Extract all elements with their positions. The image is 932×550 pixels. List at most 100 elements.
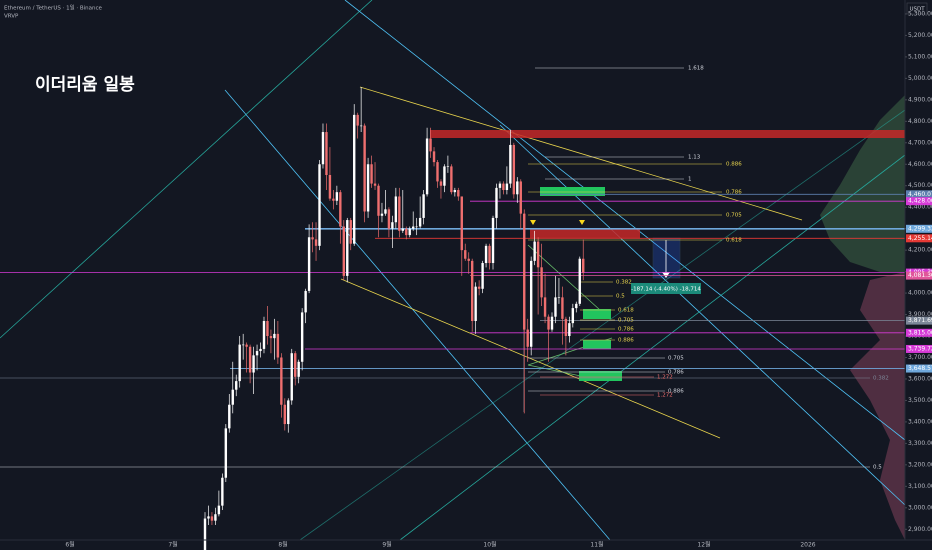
candle-body <box>453 190 457 193</box>
candle-body <box>266 320 269 337</box>
candle-body <box>224 428 228 478</box>
candle-body <box>519 181 522 214</box>
fib-label: 0.786 <box>618 327 634 333</box>
marker <box>530 220 536 225</box>
candle-body <box>283 404 287 425</box>
candle-body <box>342 226 345 276</box>
swing-line <box>527 244 601 311</box>
price-tag-label: 4,081.36 <box>908 272 932 279</box>
candle-body <box>491 217 495 264</box>
y-tick-label: 4,600.00 <box>908 161 932 168</box>
candle-body <box>429 138 432 152</box>
indicator: VRVP <box>4 14 19 20</box>
channel-line <box>359 86 803 221</box>
candle-body <box>356 114 359 126</box>
x-tick-label: 9월 <box>382 541 391 549</box>
price-tag <box>906 328 932 337</box>
price-tag <box>906 344 932 353</box>
candle-body <box>353 114 356 244</box>
measure-label-box <box>631 283 701 294</box>
candle-body <box>231 389 234 405</box>
y-tick-label: 3,300.00 <box>908 440 932 447</box>
candle-body <box>547 316 550 330</box>
channel-line <box>340 278 721 439</box>
candle-body <box>314 239 318 246</box>
candle-body <box>339 192 342 227</box>
fib-label: 0.618 <box>726 238 742 244</box>
fib-label: 0.705 <box>668 356 684 362</box>
demand-zone <box>540 187 605 196</box>
y-tick-label: 3,000.00 <box>908 504 932 511</box>
candle-body <box>498 183 502 188</box>
candle-body <box>203 518 207 550</box>
candle-body <box>359 125 363 127</box>
fib-label: 1.272 <box>657 393 673 399</box>
candle-body <box>578 258 581 304</box>
y-tick-label: 4,700.00 <box>908 139 932 146</box>
candle-body <box>443 166 446 186</box>
candle-body <box>536 241 540 268</box>
x-tick-label: 2026 <box>800 542 815 549</box>
x-tick-label: 7월 <box>168 541 177 549</box>
y-tick-label: 3,900.00 <box>908 311 932 318</box>
candle-body <box>259 348 262 352</box>
fib-label: 0.786 <box>668 370 684 376</box>
candle-body <box>280 357 283 405</box>
candle-body <box>457 190 460 197</box>
price-tag-label: 4,428.00 <box>908 198 932 205</box>
price-tag <box>906 234 932 243</box>
fib-label: 0.786 <box>726 190 742 196</box>
candle-body <box>380 213 384 216</box>
candle-body <box>526 329 529 347</box>
candle-body <box>415 226 418 228</box>
y-tick-label: 4,400.00 <box>908 204 932 211</box>
price-tag <box>906 197 932 206</box>
volume-profile-down <box>850 272 905 540</box>
candle-body <box>262 320 266 349</box>
candle-body <box>290 353 293 401</box>
y-tick-label: 3,200.00 <box>908 461 932 468</box>
demand-zone <box>583 309 611 319</box>
y-tick-label: 4,900.00 <box>908 96 932 103</box>
candle-body <box>523 213 526 330</box>
candle-body <box>228 404 231 429</box>
trend-line <box>299 109 906 541</box>
fib-label: 0.705 <box>726 213 742 219</box>
candle-body <box>307 237 311 291</box>
candle-body <box>370 164 373 184</box>
price-tag <box>906 190 932 199</box>
fib-label: 0.886 <box>668 389 684 395</box>
candle-body <box>325 132 328 175</box>
candle-body <box>470 260 474 321</box>
trend-line <box>399 154 906 541</box>
candle-body <box>575 303 578 309</box>
x-tick-label: 11월 <box>590 541 603 549</box>
candle-body <box>394 196 398 223</box>
candle-body <box>217 505 221 515</box>
candle-body <box>477 286 481 289</box>
candle-body <box>273 333 276 339</box>
candle-body <box>238 344 241 382</box>
y-tick-label: 4,200.00 <box>908 247 932 254</box>
candles <box>203 86 585 550</box>
candle-body <box>512 144 516 195</box>
symbol: Ethereum / TetherUS · 1일 · Binance <box>4 4 103 12</box>
candle-body <box>446 166 450 168</box>
candle-body <box>300 312 304 362</box>
candle-body <box>418 217 422 227</box>
fib-label: 0.886 <box>618 338 634 344</box>
fib-label: 0.705 <box>618 318 634 324</box>
trend-line <box>224 89 611 541</box>
currency-box <box>906 2 928 15</box>
candle-body <box>405 228 408 236</box>
price-tag-label: 3,871.69 <box>908 317 932 324</box>
fib-label: 0.618 <box>618 308 634 314</box>
currency: USDT <box>909 7 925 13</box>
candle-body <box>502 183 505 191</box>
price-tag-label: 3,648.57 <box>908 365 932 372</box>
candle-body <box>568 323 571 337</box>
trend-line <box>0 0 373 339</box>
fib-label: 0.886 <box>726 162 742 168</box>
candle-body <box>321 132 325 165</box>
candle-body <box>474 286 477 321</box>
